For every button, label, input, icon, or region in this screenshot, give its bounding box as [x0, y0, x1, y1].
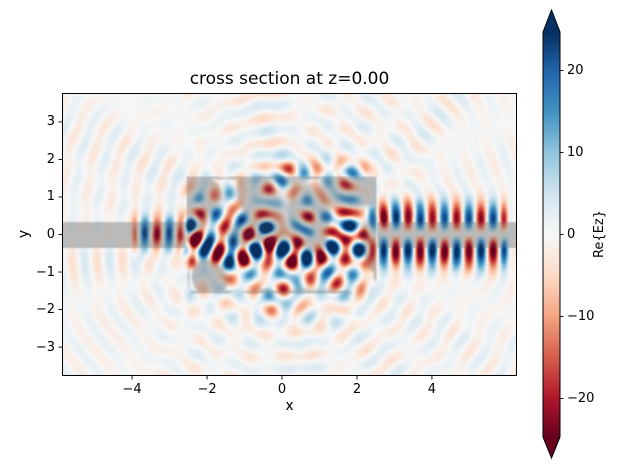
y-tick-label: 3 — [46, 114, 55, 130]
field-heatmap-canvas — [62, 93, 517, 376]
x-tick-label: 4 — [427, 382, 437, 397]
y-tick-label: 2 — [46, 151, 55, 167]
x-tick-label: 2 — [352, 382, 362, 397]
x-tick-label: 0 — [277, 382, 287, 397]
colorbar-tick-label: 20 — [567, 63, 584, 79]
x-tick-label: −2 — [197, 382, 217, 397]
x-axis-label: x — [285, 398, 294, 414]
y-tick-label: −2 — [35, 302, 55, 318]
plot-title: cross section at z=0.00 — [189, 69, 390, 89]
y-tick-label: 0 — [46, 227, 55, 242]
x-tick-label: −4 — [122, 382, 142, 397]
colorbar-gradient-bar — [542, 8, 561, 460]
y-tick-label: −1 — [35, 264, 55, 280]
y-tick-label: 1 — [46, 189, 55, 205]
y-tick-label: −3 — [35, 339, 55, 355]
plot-area — [62, 93, 517, 376]
colorbar-tick-label: −10 — [567, 308, 595, 324]
colorbar-label: Re{Ez} — [592, 209, 607, 259]
colorbar-tick-label: 0 — [567, 227, 576, 242]
colorbar-tick-label: −20 — [567, 390, 595, 406]
colorbar-tick-label: 10 — [567, 145, 584, 161]
y-axis-label: y — [16, 229, 32, 239]
